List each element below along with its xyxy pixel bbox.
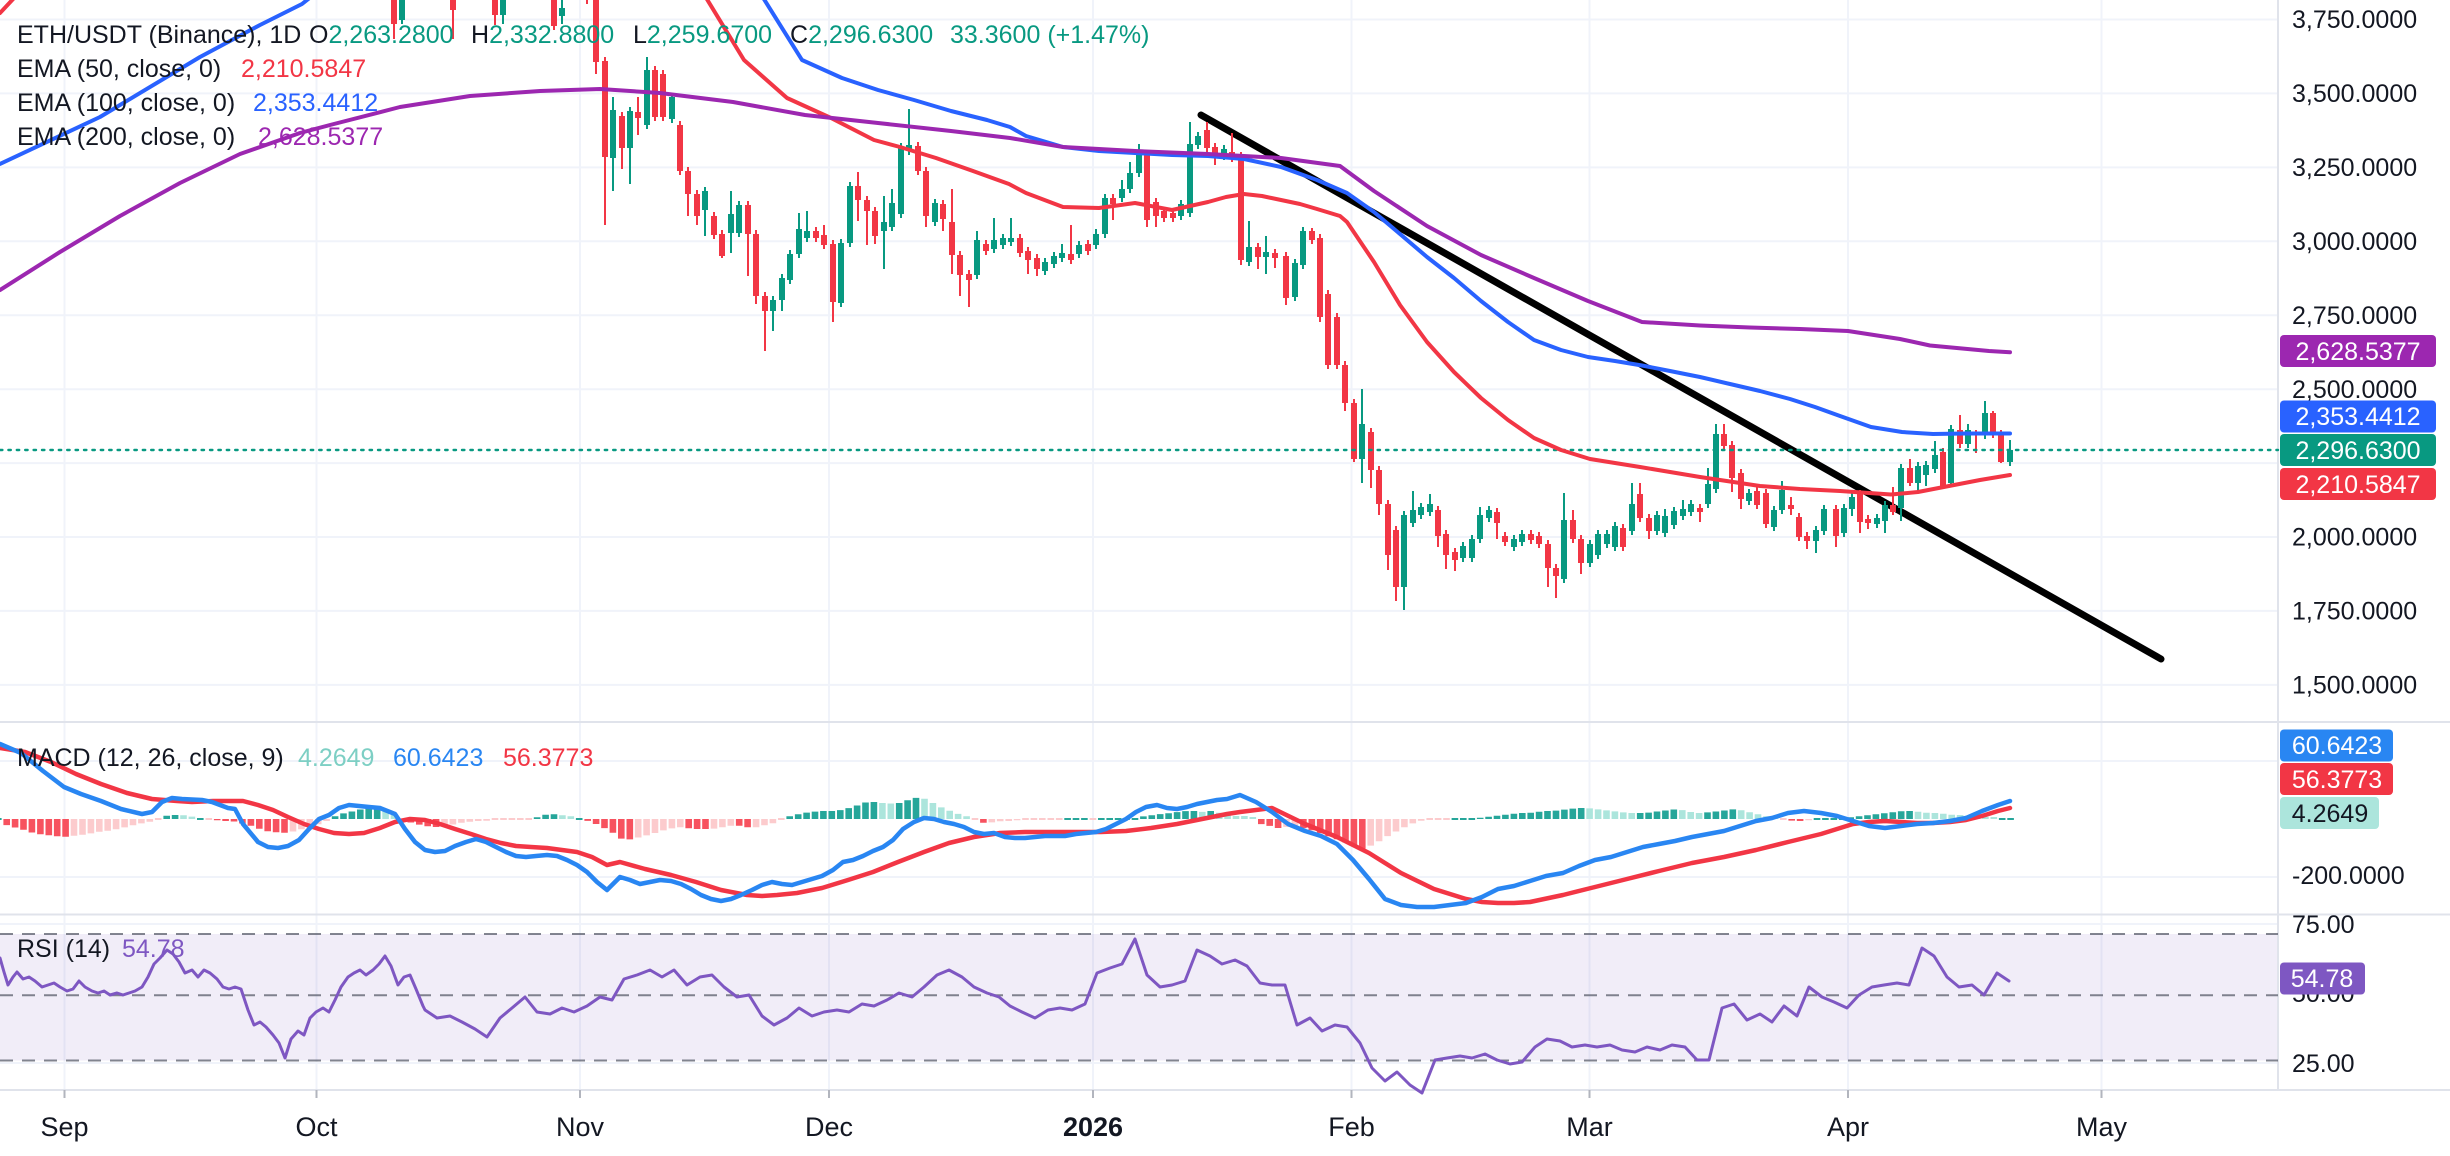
- svg-text:Apr: Apr: [1827, 1112, 1869, 1142]
- svg-text:2,353.4412: 2,353.4412: [2295, 403, 2420, 431]
- svg-text:Oct: Oct: [295, 1112, 338, 1142]
- svg-text:25.00: 25.00: [2292, 1050, 2355, 1078]
- svg-text:1,500.0000: 1,500.0000: [2292, 672, 2417, 700]
- svg-text:1,750.0000: 1,750.0000: [2292, 598, 2417, 626]
- svg-text:2,000.0000: 2,000.0000: [2292, 524, 2417, 552]
- svg-text:56.3773: 56.3773: [2292, 766, 2382, 794]
- svg-text:RSI (14)54.78: RSI (14) 54.78: [17, 935, 185, 963]
- svg-text:Sep: Sep: [40, 1112, 88, 1142]
- svg-text:3,750.0000: 3,750.0000: [2292, 6, 2417, 34]
- svg-text:Feb: Feb: [1328, 1112, 1375, 1142]
- svg-text:EMA (100, close, 0)2,353.4412: EMA (100, close, 0) 2,353.4412: [17, 89, 378, 117]
- svg-text:2026: 2026: [1063, 1112, 1123, 1142]
- svg-text:3,250.0000: 3,250.0000: [2292, 154, 2417, 182]
- svg-text:Nov: Nov: [556, 1112, 605, 1142]
- svg-text:2,210.5847: 2,210.5847: [2295, 471, 2420, 499]
- svg-text:2,628.5377: 2,628.5377: [2295, 338, 2420, 366]
- svg-text:75.00: 75.00: [2292, 911, 2355, 939]
- svg-text:2,296.6300: 2,296.6300: [2295, 437, 2420, 465]
- svg-text:Dec: Dec: [805, 1112, 853, 1142]
- svg-text:EMA (50, close, 0)2,210.5847: EMA (50, close, 0) 2,210.5847: [17, 55, 366, 83]
- svg-text:2,750.0000: 2,750.0000: [2292, 302, 2417, 330]
- svg-text:60.6423: 60.6423: [2292, 732, 2382, 760]
- svg-text:May: May: [2076, 1112, 2128, 1142]
- svg-text:-200.0000: -200.0000: [2292, 862, 2405, 890]
- svg-text:3,000.0000: 3,000.0000: [2292, 228, 2417, 256]
- svg-text:3,500.0000: 3,500.0000: [2292, 80, 2417, 108]
- svg-text:Mar: Mar: [1566, 1112, 1613, 1142]
- svg-text:54.78: 54.78: [2291, 965, 2354, 993]
- svg-text:4.2649: 4.2649: [2292, 800, 2368, 828]
- svg-text:2,500.0000: 2,500.0000: [2292, 376, 2417, 404]
- svg-text:EMA (200, close, 0)2,628.5377: EMA (200, close, 0) 2,628.5377: [17, 123, 383, 151]
